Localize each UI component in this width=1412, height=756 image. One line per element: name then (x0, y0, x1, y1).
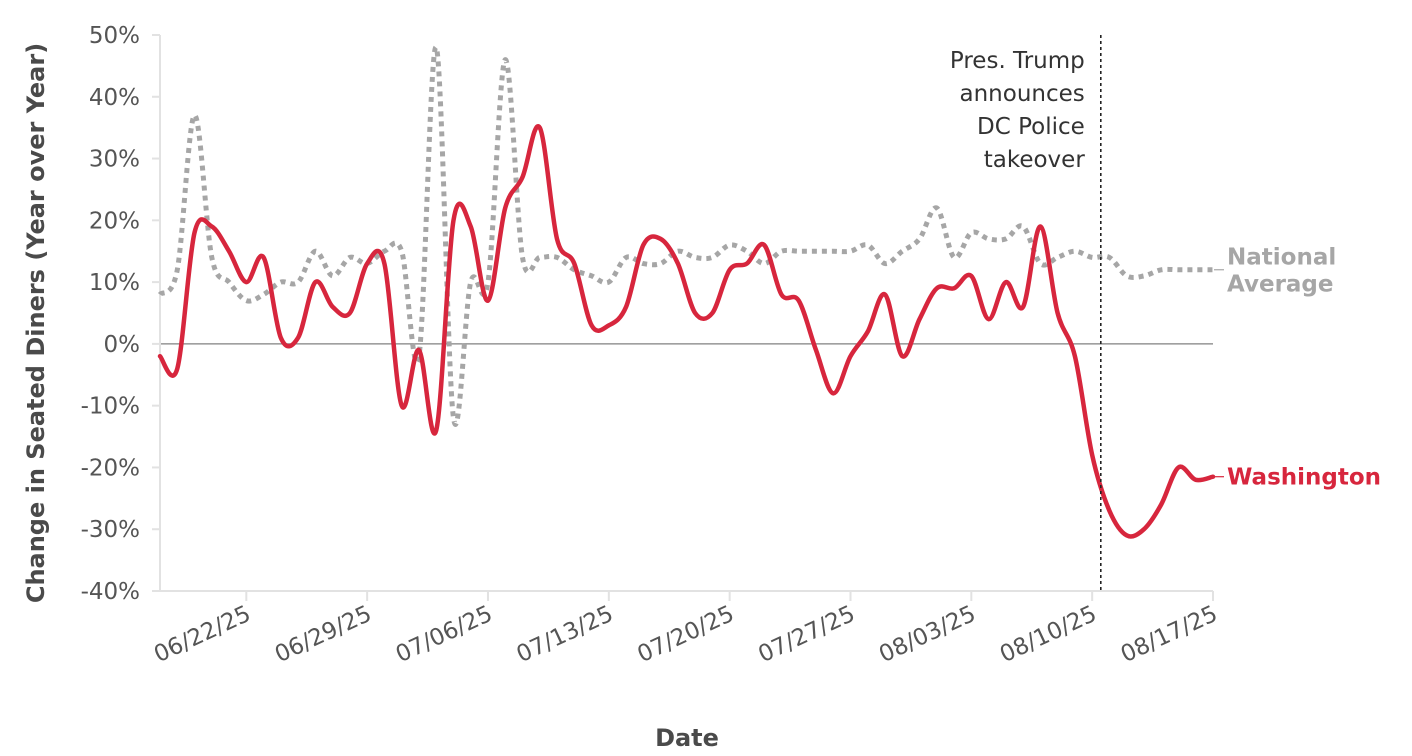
x-tick-label: 07/20/25 (634, 601, 739, 668)
event-annotation-text: takeover (984, 147, 1086, 173)
y-tick-label: 0% (104, 332, 141, 358)
y-tick-label: 40% (89, 85, 140, 111)
x-tick-label: 06/22/25 (150, 601, 255, 668)
y-tick-label: -30% (81, 517, 140, 543)
event-annotation-text: announces (960, 81, 1085, 107)
legend-label-washington: Washington (1227, 465, 1381, 491)
x-tick-label: 07/27/25 (754, 601, 859, 668)
x-tick-label: 06/29/25 (271, 601, 376, 668)
event-annotation-text: Pres. Trump (950, 48, 1085, 74)
y-tick-label: 20% (89, 208, 140, 234)
y-tick-label: -20% (81, 455, 140, 481)
legend-label-national-average: National (1227, 244, 1336, 270)
x-tick-label: 08/10/25 (996, 601, 1101, 668)
legend-label-national-average: Average (1227, 271, 1334, 297)
y-axis-title: Change in Seated Diners (Year over Year) (22, 43, 50, 603)
y-tick-label: 50% (89, 23, 140, 49)
series-line-national-average (157, 44, 1213, 427)
x-tick-label: 08/17/25 (1117, 601, 1222, 668)
y-tick-label: 10% (89, 270, 140, 296)
y-tick-label: -40% (81, 579, 140, 605)
x-tick-label: 08/03/25 (875, 601, 980, 668)
x-axis-title: Date (655, 724, 719, 752)
x-tick-label: 07/06/25 (392, 601, 497, 668)
y-tick-label: 30% (89, 147, 140, 173)
y-tick-label: -10% (81, 394, 140, 420)
series-layer (157, 44, 1216, 539)
event-annotation-text: DC Police (977, 114, 1085, 140)
series-line-washington (157, 123, 1216, 539)
x-tick-label: 07/13/25 (513, 601, 618, 668)
y-axis-ticks: -40% -30% -20% -10% 0% 10% 20% 30% 40% 50% (81, 23, 160, 605)
annotation-layer: Pres. Trump announces DC Police takeover (950, 35, 1102, 591)
x-axis-ticks: 06/22/25 06/29/25 07/06/25 07/13/25 07/20/25… (150, 591, 1222, 668)
